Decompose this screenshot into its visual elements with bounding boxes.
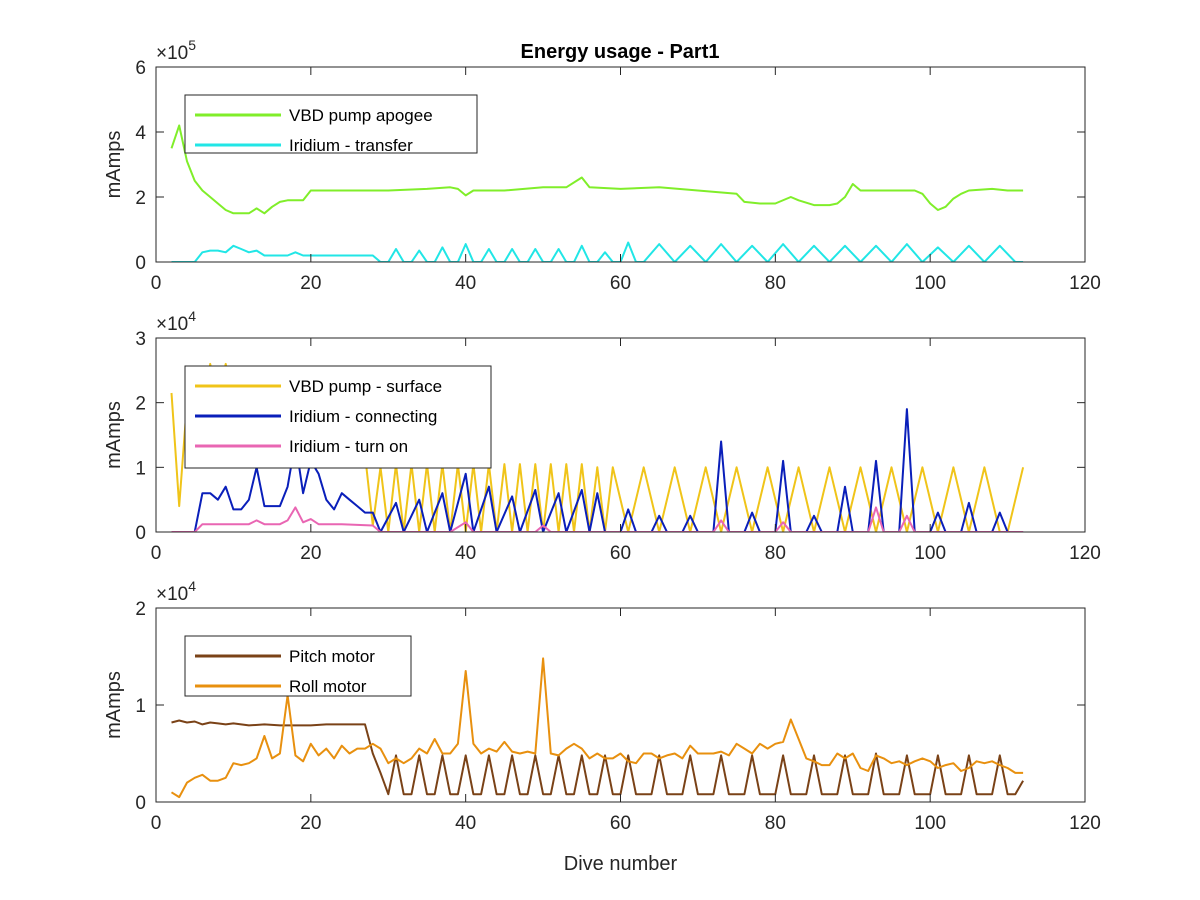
y-exponent-base: ×10 bbox=[156, 314, 188, 335]
y-exponent-label: ×104 bbox=[156, 308, 196, 335]
y-axis-label: mAmps bbox=[103, 131, 125, 199]
series-line-2 bbox=[171, 408, 1024, 532]
y-axis-label: mAmps bbox=[103, 401, 125, 469]
x-tick-label: 40 bbox=[455, 273, 476, 294]
y-tick-label: 0 bbox=[135, 793, 146, 814]
x-ticks: 0 20 40 60 80 100 120 bbox=[151, 338, 1101, 564]
x-tick-label: 20 bbox=[300, 813, 321, 834]
x-tick-label: 80 bbox=[765, 273, 786, 294]
y-tick-label: 1 bbox=[135, 696, 146, 717]
y-tick-label: 1 bbox=[135, 458, 146, 479]
y-exponent-power: 4 bbox=[188, 308, 196, 324]
series-line-1 bbox=[170, 124, 1024, 215]
x-tick-label: 0 bbox=[151, 543, 162, 564]
y-exponent-power: 4 bbox=[188, 578, 196, 594]
y-tick-label: 2 bbox=[135, 188, 146, 209]
series-line-2 bbox=[170, 657, 1024, 799]
y-exponent-label: ×104 bbox=[156, 578, 196, 605]
series-group bbox=[170, 657, 1024, 799]
x-ticks: 0 20 40 60 80 100 120 bbox=[151, 608, 1101, 834]
y-tick-label: 4 bbox=[135, 123, 146, 144]
legend-entry-label: Roll motor bbox=[289, 677, 367, 696]
y-tick-label: 0 bbox=[135, 523, 146, 544]
y-ticks: 0 2 4 6 bbox=[135, 58, 1085, 274]
x-tick-label: 60 bbox=[610, 813, 631, 834]
y-exponent-label: ×105 bbox=[156, 37, 196, 64]
legend-box bbox=[184, 94, 478, 154]
y-tick-label: 2 bbox=[135, 599, 146, 620]
x-tick-label: 120 bbox=[1069, 273, 1101, 294]
panel-3: 0 20 40 60 80 100 120 0 1 2 ×104 mAmps Dive number Pi… bbox=[103, 578, 1101, 875]
y-exponent-base: ×10 bbox=[156, 584, 188, 605]
legend-entry-label: VBD pump apogee bbox=[289, 106, 433, 125]
figure-title: Energy usage - Part1 bbox=[521, 41, 720, 63]
y-tick-label: 0 bbox=[135, 253, 146, 274]
legend-entry-label: Pitch motor bbox=[289, 647, 375, 666]
x-axis-label: Dive number bbox=[564, 853, 678, 875]
series-line-1 bbox=[171, 719, 1024, 796]
x-tick-label: 20 bbox=[300, 273, 321, 294]
x-tick-label: 40 bbox=[455, 813, 476, 834]
x-tick-label: 80 bbox=[765, 813, 786, 834]
x-tick-label: 100 bbox=[914, 813, 946, 834]
series-line-2 bbox=[171, 241, 1024, 262]
x-ticks: 0 20 40 60 80 100 120 bbox=[151, 67, 1101, 294]
legend: Pitch motor Roll motor bbox=[184, 635, 412, 697]
x-tick-label: 60 bbox=[610, 273, 631, 294]
legend-entry-label: Iridium - transfer bbox=[289, 136, 413, 155]
x-tick-label: 100 bbox=[914, 543, 946, 564]
panel-1: 0 20 40 60 80 100 120 0 2 4 6 ×105 mAmps VBD pump apo… bbox=[103, 37, 1101, 294]
x-tick-label: 120 bbox=[1069, 813, 1101, 834]
series-line-3 bbox=[171, 506, 1024, 532]
y-tick-label: 6 bbox=[135, 58, 146, 79]
panel-2: 0 20 40 60 80 100 120 0 1 2 3 ×104 mAmps VBD pump - s… bbox=[103, 308, 1101, 564]
y-axis-label: mAmps bbox=[103, 671, 125, 739]
x-tick-label: 40 bbox=[455, 543, 476, 564]
x-tick-label: 0 bbox=[151, 813, 162, 834]
y-ticks: 0 1 2 3 bbox=[135, 329, 1085, 544]
x-tick-label: 120 bbox=[1069, 543, 1101, 564]
legend-entry-label: VBD pump - surface bbox=[289, 377, 442, 396]
x-tick-label: 20 bbox=[300, 543, 321, 564]
x-tick-label: 80 bbox=[765, 543, 786, 564]
legend: VBD pump - surface Iridium - connecting Ir… bbox=[184, 365, 492, 469]
y-ticks: 0 1 2 bbox=[135, 599, 1085, 814]
x-tick-label: 60 bbox=[610, 543, 631, 564]
y-tick-label: 2 bbox=[135, 394, 146, 415]
y-exponent-base: ×10 bbox=[156, 43, 188, 64]
y-tick-label: 3 bbox=[135, 329, 146, 350]
series-group bbox=[170, 124, 1024, 262]
y-exponent-power: 5 bbox=[188, 37, 196, 53]
legend-entry-label: Iridium - connecting bbox=[289, 407, 437, 426]
x-tick-label: 0 bbox=[151, 273, 162, 294]
legend: VBD pump apogee Iridium - transfer bbox=[184, 94, 478, 155]
x-tick-label: 100 bbox=[914, 273, 946, 294]
legend-entry-label: Iridium - turn on bbox=[289, 437, 408, 456]
